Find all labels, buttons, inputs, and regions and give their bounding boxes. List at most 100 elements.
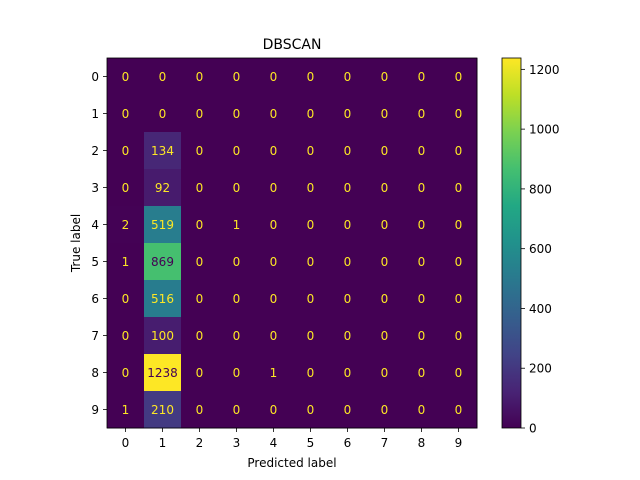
cell-value-label: 0 [196, 403, 204, 417]
heatmap-cell [440, 280, 478, 318]
heatmap-cell [181, 354, 219, 392]
x-tick-label: 7 [381, 436, 389, 450]
cell-value-label: 0 [122, 107, 130, 121]
heatmap-cell [255, 391, 293, 429]
heatmap-cell [292, 169, 330, 207]
heatmap-cell [181, 206, 219, 244]
cell-value-label: 0 [196, 255, 204, 269]
cell-value-label: 0 [307, 292, 315, 306]
heatmap-cell [107, 58, 145, 96]
x-tick-label: 5 [307, 436, 315, 450]
heatmap-cell [144, 317, 182, 355]
cell-value-label: 0 [307, 329, 315, 343]
cell-value-label: 0 [455, 144, 463, 158]
cell-value-label: 0 [233, 144, 241, 158]
cell-value-label: 100 [151, 329, 174, 343]
heatmap-cell [403, 243, 441, 281]
heatmap-cell [218, 280, 256, 318]
cell-value-label: 0 [196, 107, 204, 121]
heatmap-cell [255, 58, 293, 96]
heatmap-cell [440, 391, 478, 429]
heatmap-cell [292, 354, 330, 392]
cell-value-label: 0 [270, 181, 278, 195]
heatmap-cell [181, 95, 219, 133]
cell-value-label: 1 [270, 366, 278, 380]
heatmap-cell [440, 95, 478, 133]
heatmap-cells [107, 58, 478, 429]
cell-value-label: 0 [455, 255, 463, 269]
cell-value-label: 0 [418, 144, 426, 158]
heatmap-cell [255, 169, 293, 207]
heatmap-cell [218, 391, 256, 429]
cell-value-label: 0 [344, 218, 352, 232]
cell-value-label: 0 [418, 218, 426, 232]
y-axis-label: True label [69, 214, 83, 273]
cell-value-label: 0 [159, 107, 167, 121]
heatmap-cell [329, 58, 367, 96]
cell-value-label: 0 [270, 144, 278, 158]
heatmap-cell [107, 132, 145, 170]
cell-value-label: 0 [159, 70, 167, 84]
cell-value-label: 0 [455, 366, 463, 380]
cell-value-label: 0 [233, 403, 241, 417]
colorbar [501, 57, 522, 429]
cell-value-label: 0 [122, 144, 130, 158]
heatmap-cell [107, 317, 145, 355]
heatmap-cell [329, 317, 367, 355]
heatmap-cell [403, 317, 441, 355]
cell-value-label: 0 [381, 292, 389, 306]
cell-value-label: 0 [418, 255, 426, 269]
colorbar-tick-label: 0 [529, 422, 537, 436]
cell-value-label: 0 [270, 70, 278, 84]
colorbar-tick-label: 1000 [529, 123, 560, 137]
colorbar-tick-label: 800 [529, 182, 552, 196]
cell-value-label: 0 [307, 255, 315, 269]
cell-value-label: 0 [307, 366, 315, 380]
cell-value-label: 0 [418, 292, 426, 306]
heatmap-cell [181, 243, 219, 281]
cell-value-label: 0 [196, 366, 204, 380]
heatmap-cell [255, 354, 293, 392]
heatmap-cell [144, 354, 182, 392]
heatmap-cell [366, 169, 404, 207]
cell-value-label: 0 [344, 107, 352, 121]
cell-value-label: 0 [455, 292, 463, 306]
cell-value-label: 0 [381, 70, 389, 84]
heatmap-cell [218, 317, 256, 355]
heatmap-cell [144, 132, 182, 170]
heatmap-cell [292, 132, 330, 170]
cell-value-label: 0 [270, 403, 278, 417]
cell-value-label: 0 [344, 403, 352, 417]
heatmap-cell [181, 391, 219, 429]
cell-value-label: 0 [233, 107, 241, 121]
heatmap-cell [366, 58, 404, 96]
x-tick-label: 1 [159, 436, 167, 450]
heatmap-cell-labels: 0 0 0 0 0 0 0 0 0 0 0 0 0 0 0 0 0 0 0 0 0 134 0 0 0 0 0 0 0 0 0 92 0 0 0 0 0… [122, 70, 463, 417]
heatmap-cell [218, 206, 256, 244]
cell-value-label: 0 [455, 403, 463, 417]
cell-value-label: 1 [122, 403, 130, 417]
cell-value-label: 0 [270, 218, 278, 232]
heatmap-cell [329, 354, 367, 392]
cell-value-label: 0 [418, 403, 426, 417]
heatmap-cell [107, 95, 145, 133]
heatmap-cell [107, 354, 145, 392]
heatmap-cell [292, 243, 330, 281]
x-tick-label: 0 [122, 436, 130, 450]
heatmap-cell [292, 58, 330, 96]
cell-value-label: 0 [381, 403, 389, 417]
heatmap-cell [440, 169, 478, 207]
cell-value-label: 0 [122, 329, 130, 343]
heatmap-cell [366, 280, 404, 318]
heatmap-cell [181, 58, 219, 96]
cell-value-label: 0 [381, 144, 389, 158]
cell-value-label: 0 [122, 181, 130, 195]
cell-value-label: 0 [233, 292, 241, 306]
x-tick-label: 6 [344, 436, 352, 450]
colorbar-tick-label: 400 [529, 302, 552, 316]
y-tick-label: 1 [91, 107, 99, 121]
heatmap-cell [107, 391, 145, 429]
cell-value-label: 1238 [147, 366, 178, 380]
heatmap-cell [144, 95, 182, 133]
